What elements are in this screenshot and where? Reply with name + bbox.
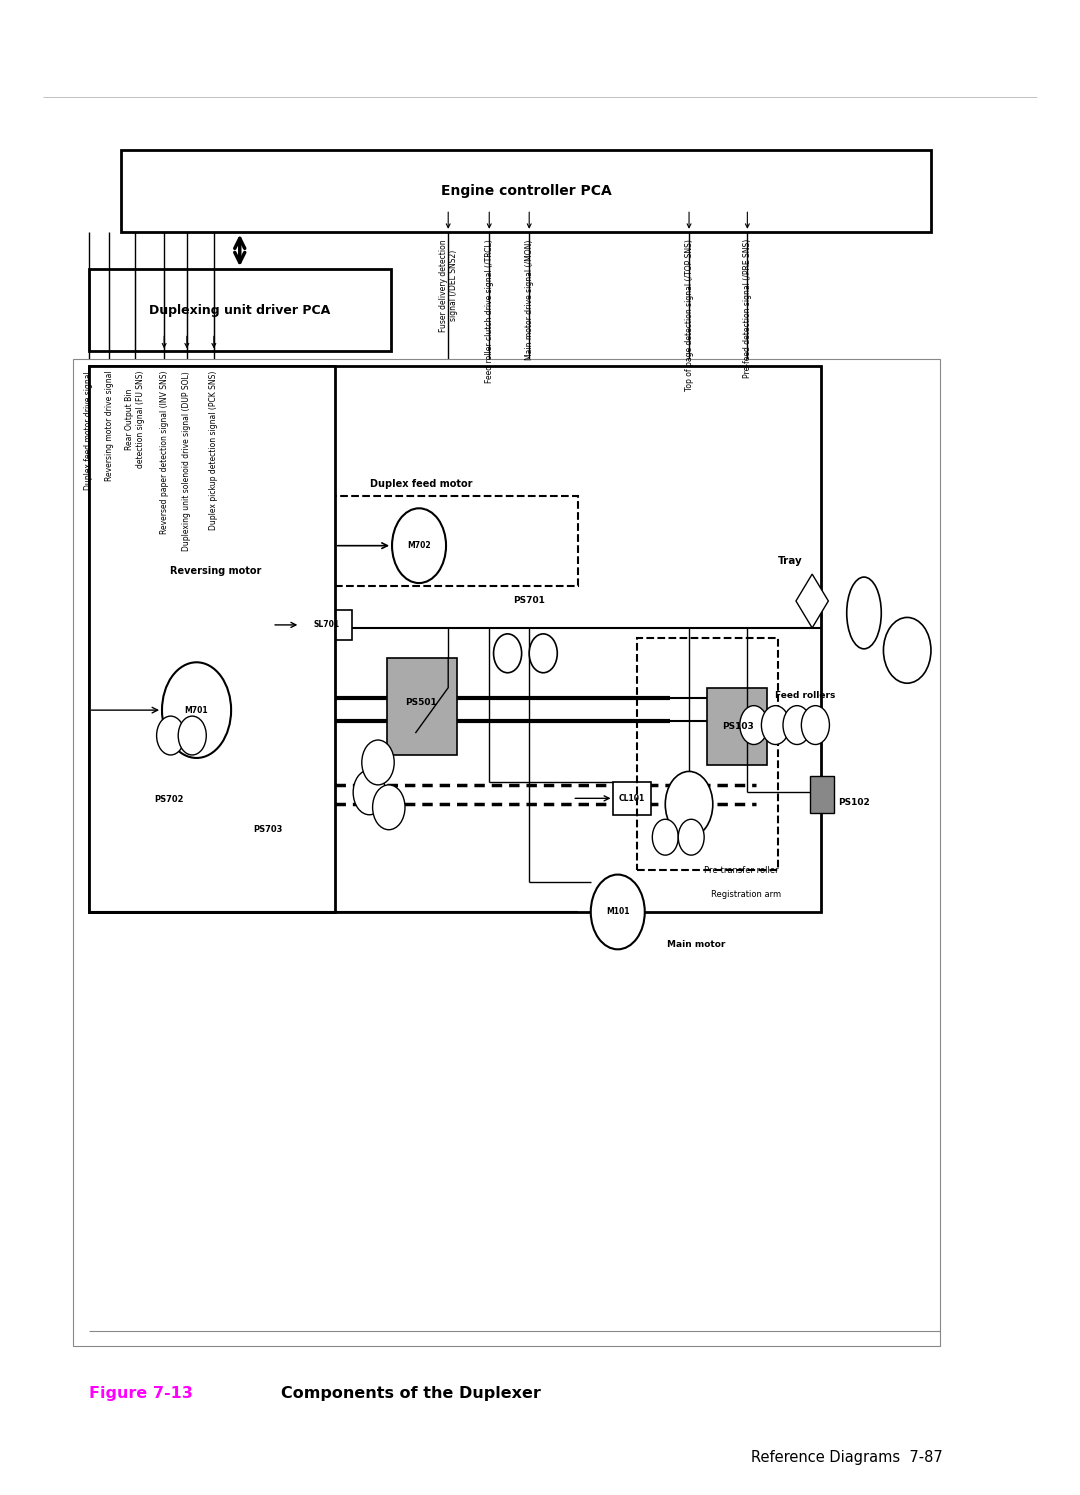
Circle shape bbox=[494, 634, 522, 673]
Text: PS703: PS703 bbox=[253, 825, 283, 834]
Circle shape bbox=[529, 634, 557, 673]
Bar bbox=[89, 269, 391, 351]
Text: Main motor drive signal (/MON): Main motor drive signal (/MON) bbox=[525, 239, 534, 360]
Bar bbox=[335, 496, 578, 586]
Bar bbox=[121, 150, 931, 232]
Text: Feed roller clutch drive signal (/TRCL): Feed roller clutch drive signal (/TRCL) bbox=[485, 239, 494, 383]
Text: PS501: PS501 bbox=[405, 698, 437, 707]
Text: CL101: CL101 bbox=[619, 794, 645, 803]
Bar bbox=[637, 638, 778, 870]
Text: Registration arm: Registration arm bbox=[711, 890, 781, 898]
Circle shape bbox=[178, 716, 206, 755]
Circle shape bbox=[353, 770, 386, 815]
Text: M702: M702 bbox=[407, 541, 431, 550]
Circle shape bbox=[783, 706, 811, 745]
Text: Components of the Duplexer: Components of the Duplexer bbox=[281, 1386, 541, 1401]
Bar bbox=[707, 688, 767, 765]
Bar bbox=[207, 770, 229, 807]
Text: PS102: PS102 bbox=[838, 798, 869, 807]
Circle shape bbox=[162, 662, 231, 758]
Text: PS103: PS103 bbox=[721, 722, 754, 731]
Text: Duplexing unit solenoid drive signal (DUP SOL): Duplexing unit solenoid drive signal (DU… bbox=[183, 371, 191, 550]
Bar bbox=[89, 366, 821, 912]
Bar bbox=[613, 782, 651, 815]
Bar bbox=[387, 658, 457, 755]
Text: Duplexing unit driver PCA: Duplexing unit driver PCA bbox=[149, 303, 330, 317]
Bar bbox=[89, 366, 335, 912]
Circle shape bbox=[740, 706, 768, 745]
Text: Reversing motor: Reversing motor bbox=[171, 567, 261, 576]
Circle shape bbox=[362, 740, 394, 785]
Circle shape bbox=[883, 617, 931, 683]
Circle shape bbox=[652, 819, 678, 855]
Text: Duplex feed motor: Duplex feed motor bbox=[370, 480, 472, 489]
Bar bbox=[810, 776, 834, 813]
Polygon shape bbox=[796, 574, 828, 628]
Text: Reversing motor drive signal: Reversing motor drive signal bbox=[105, 371, 113, 481]
Ellipse shape bbox=[847, 577, 881, 649]
Text: Duplex pickup detection signal (PCK SNS): Duplex pickup detection signal (PCK SNS) bbox=[210, 371, 218, 531]
Text: Fuser delivery detection
signal (/DEL SNS2): Fuser delivery detection signal (/DEL SN… bbox=[438, 239, 458, 332]
Text: SL701: SL701 bbox=[313, 620, 339, 629]
Circle shape bbox=[801, 706, 829, 745]
Circle shape bbox=[665, 771, 713, 837]
Text: Rear Output Bin
detection signal (FU SNS): Rear Output Bin detection signal (FU SNS… bbox=[125, 371, 145, 468]
Text: Top of page detection signal (/TOP SNS): Top of page detection signal (/TOP SNS) bbox=[685, 239, 693, 392]
Bar bbox=[232, 770, 254, 807]
Circle shape bbox=[157, 716, 185, 755]
Text: Figure 7-13: Figure 7-13 bbox=[89, 1386, 192, 1401]
Text: Duplex feed motor drive signal: Duplex feed motor drive signal bbox=[84, 371, 93, 489]
Bar bbox=[73, 359, 940, 1346]
Circle shape bbox=[678, 819, 704, 855]
Text: Pre-transfer roller: Pre-transfer roller bbox=[704, 866, 779, 875]
Text: M101: M101 bbox=[606, 907, 630, 916]
Text: Tray: Tray bbox=[779, 556, 802, 565]
Text: Pre-feed detection signal (/PRE SNS): Pre-feed detection signal (/PRE SNS) bbox=[743, 239, 752, 378]
Circle shape bbox=[591, 875, 645, 949]
Text: Reversed paper detection signal (INV SNS): Reversed paper detection signal (INV SNS… bbox=[160, 371, 168, 534]
Text: Engine controller PCA: Engine controller PCA bbox=[441, 184, 611, 197]
Circle shape bbox=[392, 508, 446, 583]
Text: PS701: PS701 bbox=[513, 597, 545, 605]
Text: Main motor: Main motor bbox=[667, 940, 726, 949]
Text: Reference Diagrams  7-87: Reference Diagrams 7-87 bbox=[751, 1450, 943, 1465]
Text: Feed rollers: Feed rollers bbox=[775, 691, 836, 700]
Text: M701: M701 bbox=[185, 706, 208, 715]
Text: PS702: PS702 bbox=[154, 795, 184, 804]
Bar bbox=[300, 610, 352, 640]
Circle shape bbox=[373, 785, 405, 830]
Circle shape bbox=[761, 706, 789, 745]
